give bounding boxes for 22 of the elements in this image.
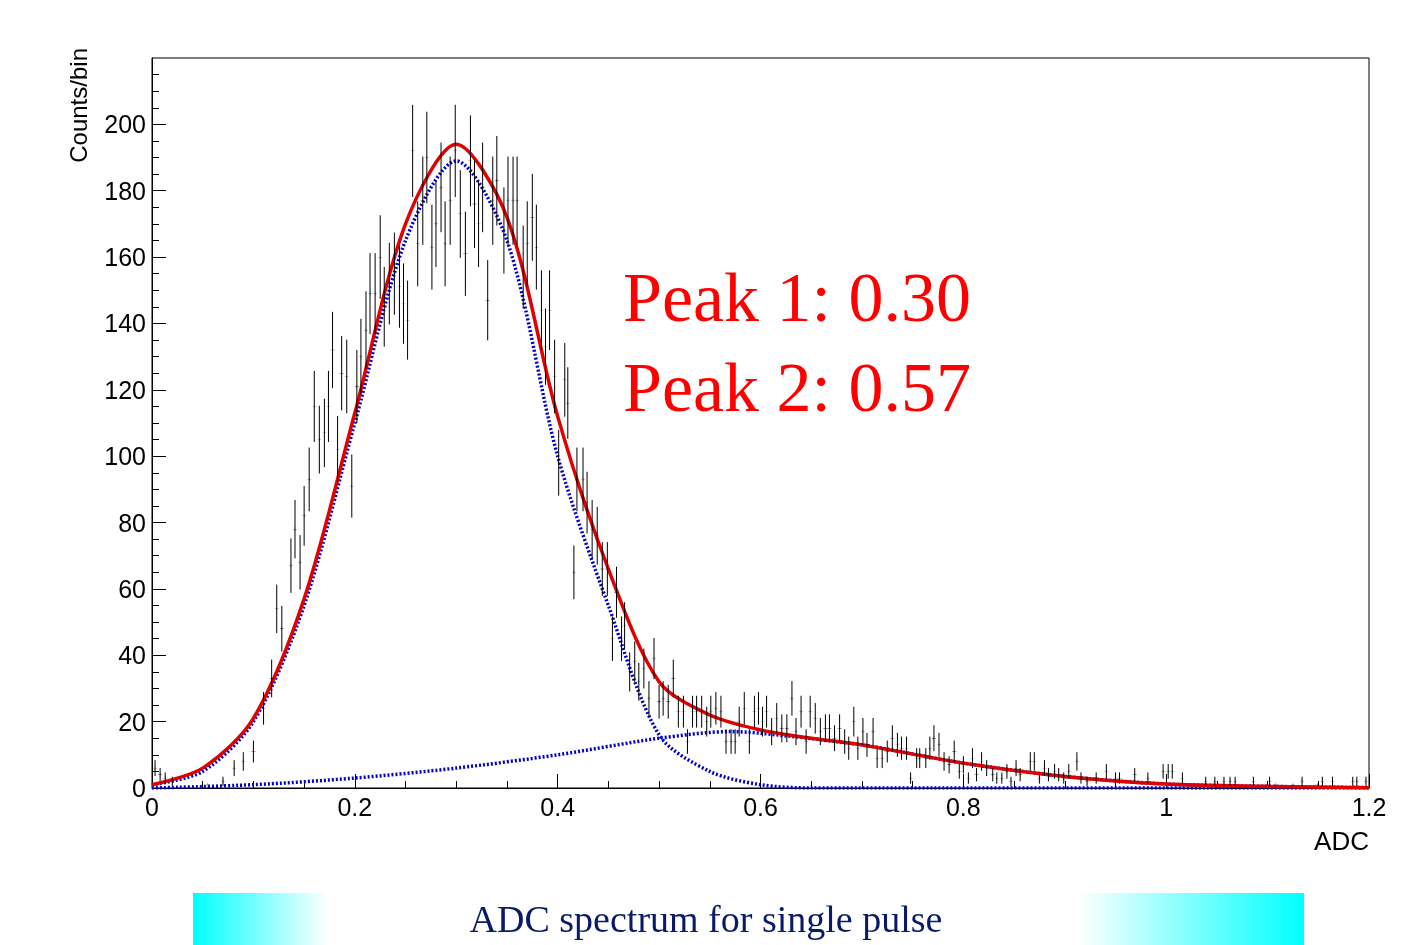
y-tick-label: 200 [104, 110, 146, 139]
y-tick-label: 160 [104, 243, 146, 272]
y-axis-title: Counts/bin [64, 48, 92, 163]
x-axis-title: ADC [1314, 826, 1369, 856]
y-tick-label: 0 [132, 774, 146, 802]
text: ADC spectrum for single pulse [469, 898, 943, 940]
y-tick-label: 20 [118, 707, 146, 736]
x-tick-label: 1 [1159, 792, 1174, 821]
y-tick-label: 180 [104, 176, 146, 205]
y-tick-label: 40 [118, 641, 146, 670]
x-tick-label: 0.4 [540, 792, 576, 821]
x-tick-label: 0.8 [945, 792, 981, 821]
annotation: Peak 1: 0.30 [623, 258, 972, 336]
y-tick-label: 80 [118, 508, 146, 537]
x-tick-label: 1.2 [1351, 792, 1387, 821]
annotation: Peak 2: 0.57 [623, 348, 972, 426]
y-tick-label: 100 [104, 442, 146, 471]
y-tick-label: 120 [104, 375, 146, 404]
y-tick-label: 60 [118, 574, 146, 603]
x-tick-label: 0.2 [337, 792, 373, 821]
y-tick-label: 140 [104, 309, 146, 338]
x-tick-label: 0.6 [743, 792, 778, 821]
